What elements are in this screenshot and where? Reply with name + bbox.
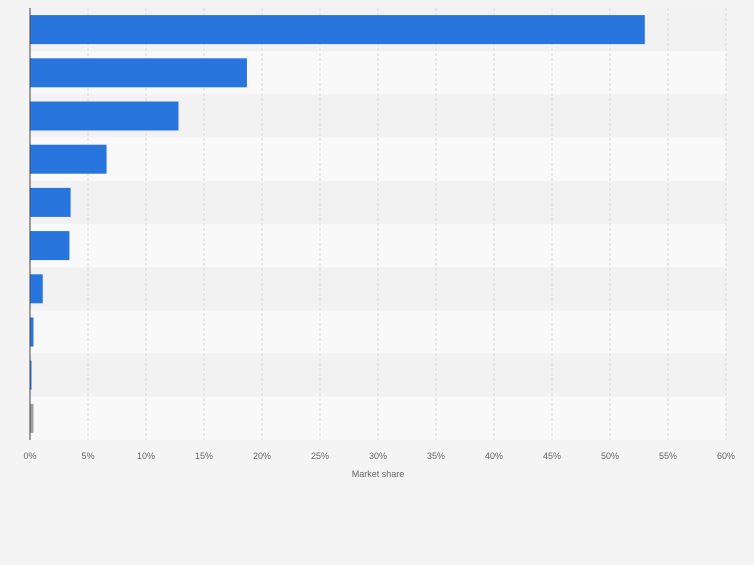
bar xyxy=(30,403,34,433)
bar xyxy=(30,231,70,261)
x-axis-title: Market share xyxy=(352,469,405,479)
x-tick-label: 60% xyxy=(717,451,735,461)
bar xyxy=(30,187,71,217)
bar xyxy=(30,15,645,45)
x-tick-label: 55% xyxy=(659,451,677,461)
x-tick-label: 5% xyxy=(81,451,94,461)
bar xyxy=(30,144,107,174)
x-tick-label: 0% xyxy=(23,451,36,461)
x-tick-label: 10% xyxy=(137,451,155,461)
bar xyxy=(30,317,34,347)
x-tick-label: 20% xyxy=(253,451,271,461)
x-tick-label: 30% xyxy=(369,451,387,461)
row-band xyxy=(30,180,726,224)
bar xyxy=(30,360,32,390)
x-tick-label: 40% xyxy=(485,451,503,461)
bars xyxy=(30,15,645,433)
x-tick-label: 15% xyxy=(195,451,213,461)
bar xyxy=(30,58,247,88)
x-tick-labels: 0% 5% 10% 15% 20% 25% 30% 35% 40% 45% 50% 55% 60% xyxy=(23,451,735,461)
x-tick-label: 50% xyxy=(601,451,619,461)
x-tick-label: 35% xyxy=(427,451,445,461)
x-tick-label: 45% xyxy=(543,451,561,461)
x-tick-label: 25% xyxy=(311,451,329,461)
gridlines xyxy=(87,8,727,440)
bar xyxy=(30,274,43,304)
row-band xyxy=(30,310,726,354)
bar xyxy=(30,101,179,131)
